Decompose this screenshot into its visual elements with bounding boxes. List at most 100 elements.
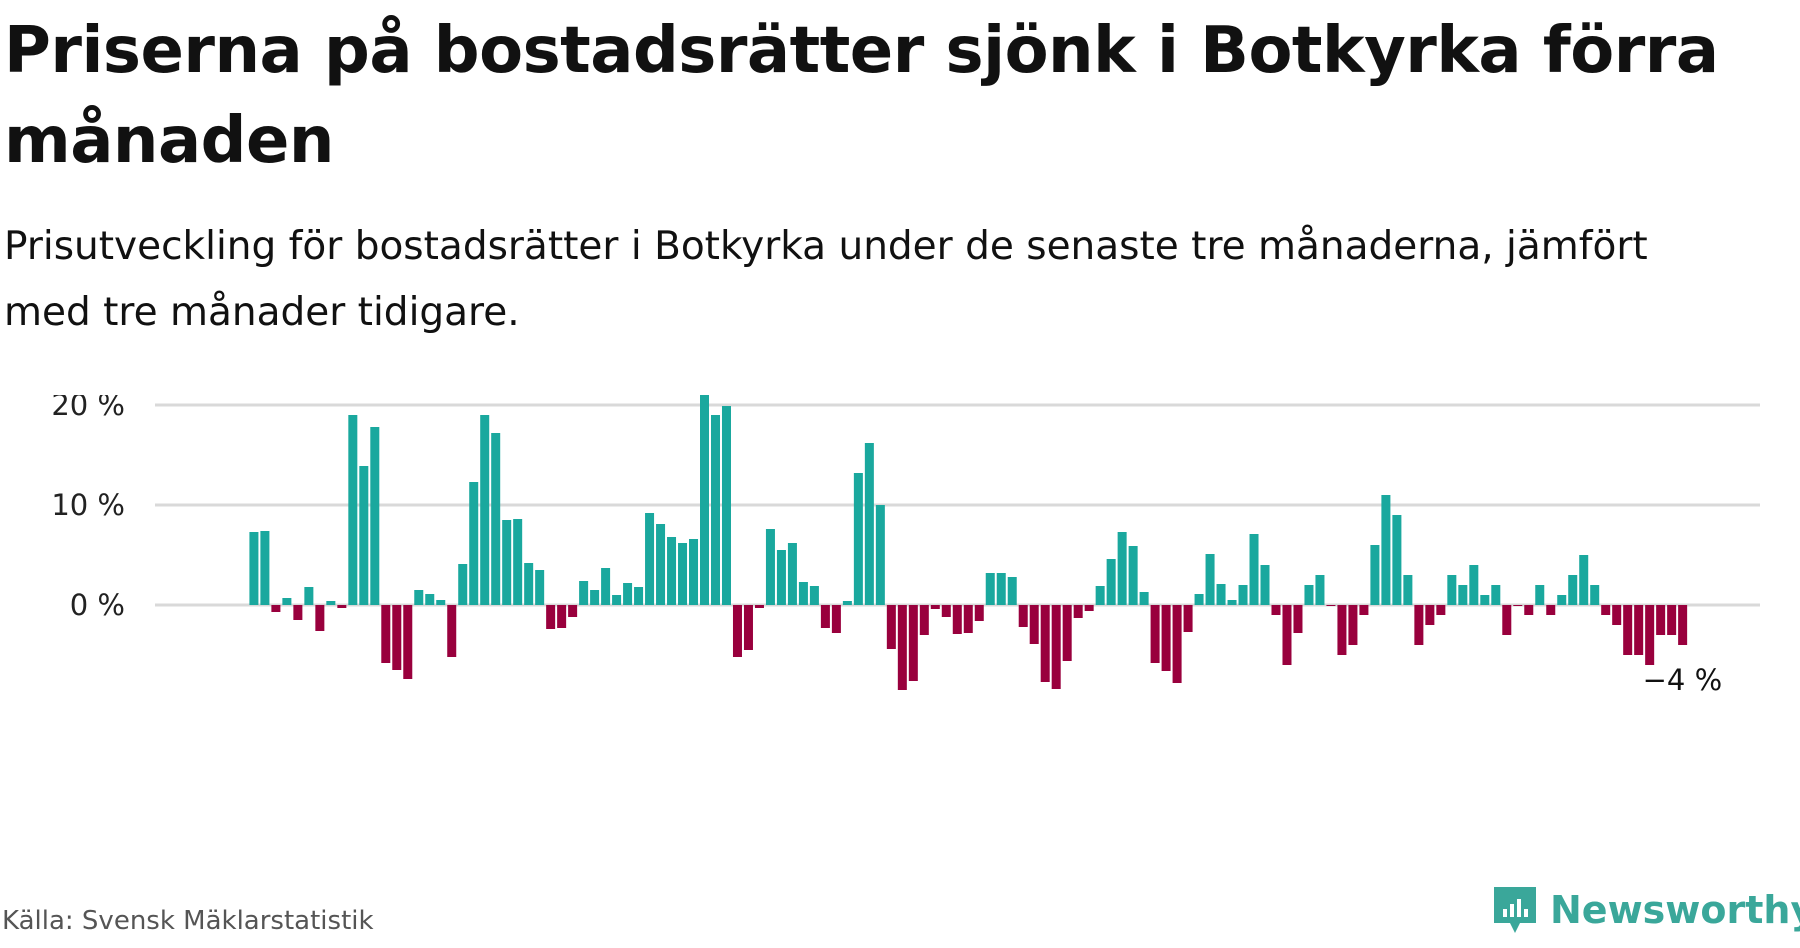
bar (798, 582, 808, 605)
bar (941, 605, 951, 617)
bar (348, 415, 358, 605)
bar (1073, 605, 1083, 618)
bar (678, 543, 688, 605)
bar (1007, 577, 1017, 605)
bar (743, 605, 753, 650)
bar (1612, 605, 1622, 625)
y-tick-label: 10 % (51, 488, 125, 522)
newsworthy-logo: Newsworthy (1490, 885, 1800, 935)
bar (1579, 555, 1589, 605)
bar (590, 590, 600, 605)
bar (1535, 585, 1545, 605)
bar (1623, 605, 1633, 655)
bar (502, 520, 512, 605)
bar (930, 605, 940, 609)
bar (1227, 600, 1237, 605)
bar (315, 605, 325, 631)
bar (886, 605, 896, 649)
bar (1183, 605, 1193, 632)
gridlines (155, 403, 1760, 607)
bar (645, 513, 655, 605)
bar (271, 605, 281, 612)
bar (601, 568, 611, 605)
bar (1172, 605, 1182, 683)
bar (634, 587, 644, 605)
bar (1678, 605, 1688, 645)
bar (952, 605, 962, 634)
bar (1194, 594, 1204, 605)
bar (1216, 584, 1226, 605)
bar (1458, 585, 1468, 605)
bar (557, 605, 567, 628)
bar (403, 605, 413, 679)
bar (1282, 605, 1292, 665)
bar (1348, 605, 1358, 645)
bar (1337, 605, 1347, 655)
bar (480, 415, 490, 605)
bar (623, 583, 633, 605)
bar (1106, 559, 1116, 605)
bar (447, 605, 457, 657)
bar (919, 605, 929, 635)
bar (974, 605, 984, 621)
bar (1271, 605, 1281, 615)
bar (249, 532, 259, 605)
bar (1051, 605, 1061, 689)
bar (1117, 532, 1127, 605)
bar (1062, 605, 1072, 661)
bar (1436, 605, 1446, 615)
bar (458, 564, 468, 605)
bar (1095, 586, 1105, 605)
bar (1513, 605, 1523, 606)
bars (249, 395, 1688, 690)
bar (875, 505, 885, 605)
bar (260, 531, 270, 605)
bar (864, 443, 874, 605)
bar (1040, 605, 1050, 682)
bar (776, 550, 786, 605)
source-note: Källa: Svensk Mäklarstatistik (2, 906, 374, 936)
bar (414, 590, 424, 605)
bar (787, 543, 797, 605)
bar-chart: 0 %10 %20 % 20122014201720202022 −4 % (51, 395, 1760, 695)
bar (1018, 605, 1028, 627)
bar (359, 466, 369, 605)
bar (469, 482, 479, 605)
bar (1524, 605, 1534, 615)
bar (392, 605, 402, 670)
bar (1634, 605, 1644, 655)
bar (765, 529, 775, 605)
bar (1392, 515, 1402, 605)
bar (1161, 605, 1171, 671)
bar (1557, 595, 1567, 605)
bar (1546, 605, 1556, 615)
bar (1667, 605, 1677, 635)
bar (732, 605, 742, 657)
bar (1128, 546, 1138, 605)
bar (436, 600, 446, 605)
bar (754, 605, 764, 608)
bar (897, 605, 907, 690)
bar (1491, 585, 1501, 605)
bar (1260, 565, 1270, 605)
bar (282, 598, 292, 605)
bar (535, 570, 545, 605)
bar (1326, 605, 1336, 606)
bar (1425, 605, 1435, 625)
bar (1249, 534, 1259, 605)
bar (1293, 605, 1303, 633)
bar (1370, 545, 1380, 605)
bar (425, 594, 435, 605)
bar (524, 563, 534, 605)
bar (1238, 585, 1248, 605)
bar (1645, 605, 1655, 665)
bar (842, 601, 852, 605)
bar (667, 537, 677, 605)
bar (612, 595, 622, 605)
bar (337, 605, 347, 608)
newsworthy-logo-icon (1494, 887, 1536, 933)
y-tick-label: 0 % (70, 588, 125, 622)
bar (721, 406, 731, 605)
bar (579, 581, 589, 605)
bar (656, 524, 666, 605)
